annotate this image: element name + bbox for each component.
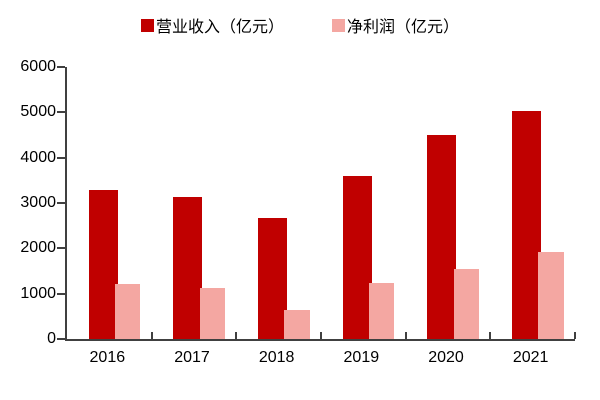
legend-item-revenue: 营业收入（亿元） (140, 13, 284, 37)
bar-profit-2016 (114, 283, 141, 339)
x-axis-label: 2017 (174, 349, 210, 366)
y-axis-tick (57, 338, 65, 340)
legend-label-profit: 净利润（亿元） (347, 19, 460, 36)
legend-item-profit: 净利润（亿元） (332, 13, 459, 37)
x-axis-label: 2021 (512, 349, 549, 366)
x-axis-tick (150, 332, 153, 339)
x-axis-label: 2019 (343, 349, 380, 366)
y-axis-label: 2000 (20, 239, 56, 257)
y-axis-label: 6000 (20, 58, 56, 75)
y-axis-label: 0 (47, 330, 56, 347)
legend-label-revenue: 营业收入（亿元） (155, 19, 284, 36)
x-axis-label: 2018 (258, 349, 295, 366)
y-axis-tick (57, 111, 65, 114)
x-axis-labels: 2016 2017 2018 2019 2020 2021 (65, 349, 573, 373)
y-axis-label: 1000 (20, 284, 56, 302)
bar-revenue-2016 (88, 189, 118, 339)
x-axis-label: 2020 (428, 349, 464, 366)
bar-revenue-2017 (173, 197, 203, 339)
legend: 营业收入（亿元） 净利润（亿元） (0, 13, 600, 37)
y-axis-tick (57, 202, 65, 204)
bar-profit-2018 (284, 309, 310, 339)
y-axis-label: 5000 (20, 103, 56, 121)
x-axis-tick (320, 332, 322, 339)
y-axis-tick (57, 247, 65, 250)
y-axis-tick (57, 66, 65, 68)
x-axis-tick (235, 332, 238, 339)
bar-revenue-2019 (342, 175, 372, 339)
bar-profit-2021 (538, 252, 564, 339)
y-axis-tick (57, 292, 65, 295)
bar-revenue-2021 (511, 110, 542, 339)
plot-area (57, 66, 576, 341)
revenue-swatch-icon (140, 18, 154, 32)
x-axis-tick (404, 332, 407, 339)
x-axis-tick (489, 332, 492, 339)
y-axis-label: 4000 (20, 148, 56, 166)
bar-revenue-2020 (427, 135, 457, 339)
bar-profit-2020 (453, 268, 479, 339)
x-axis-label: 2016 (89, 349, 126, 366)
x-axis-tick (574, 332, 576, 339)
y-axis-tick (57, 156, 65, 159)
profit-swatch-icon (332, 18, 345, 32)
bar-revenue-2018 (257, 217, 288, 339)
y-axis-labels: 0 1000 2000 3000 4000 5000 6000 (0, 58, 56, 347)
bar-profit-2019 (368, 283, 395, 339)
y-axis-label: 3000 (20, 194, 56, 211)
bar-profit-2017 (199, 288, 225, 339)
